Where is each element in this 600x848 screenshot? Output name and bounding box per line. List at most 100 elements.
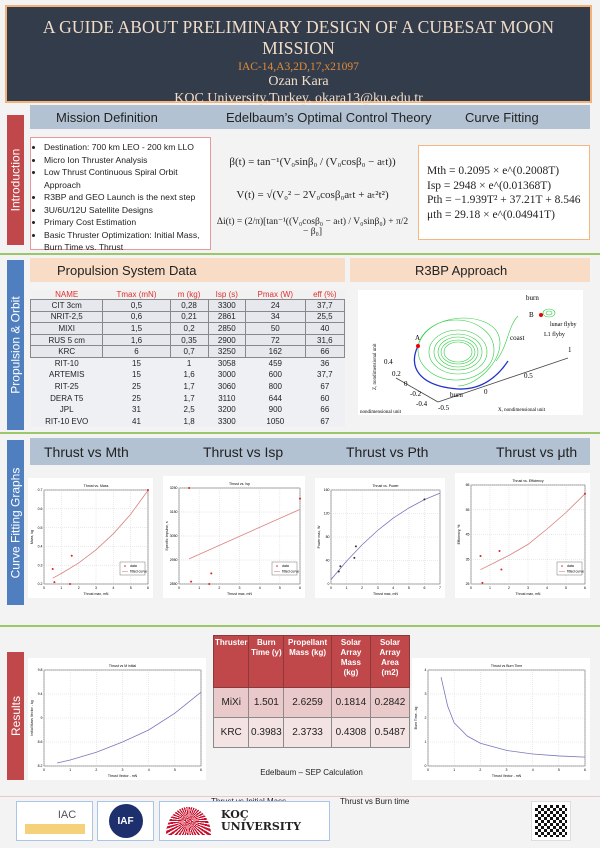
label-l1-flyby: L1 flyby <box>544 331 565 338</box>
y-tick-label: 3150 <box>170 510 178 514</box>
tick: 0.2 <box>392 370 401 378</box>
r3bp-heading: R3BP Approach <box>350 258 590 282</box>
chart-title: Thrust vs. Isp <box>229 482 250 486</box>
right-plot-caption: Thrust vs Burn time <box>340 797 410 806</box>
x-tick-label: 0 <box>427 768 429 772</box>
data-point <box>147 489 149 491</box>
x-tick-label: 4 <box>112 586 114 590</box>
section-label-text: Propulsion & Orbit <box>8 296 23 394</box>
table-cell: 25 <box>102 392 171 404</box>
y-tick-label: 0.6 <box>38 507 43 511</box>
list-item: Destination: 700 km LEO - 200 km LLO <box>44 141 206 154</box>
chart-title: Thrust vs. Efficiency <box>512 479 544 483</box>
x-tick-label: 1 <box>60 586 62 590</box>
x-tick-label: 2 <box>361 586 363 590</box>
data-point <box>337 570 340 573</box>
table-cell: ARTEMIS <box>30 369 103 381</box>
chart-title: Thrust vs M initial <box>109 664 136 668</box>
y-tick-label: 40 <box>326 559 330 563</box>
data-point <box>188 487 191 489</box>
y-tick-label: 9.4 <box>38 692 43 696</box>
y-tick-label: 120 <box>324 512 330 516</box>
author: Ozan Kara <box>268 74 329 89</box>
x-tick-label: 0 <box>178 586 180 590</box>
table-cell: 36 <box>305 357 345 370</box>
burn-arc <box>413 345 509 390</box>
legend-label: data <box>130 564 137 568</box>
y-axis-label: Efficiency, % <box>457 525 461 545</box>
iaf-logo-text: IAF <box>108 804 143 838</box>
y-tick-label: 0 <box>328 582 330 586</box>
x-axis-label: Thrust Vector - mN <box>108 774 138 778</box>
table-row: ARTEMIS 15 1,6 3000 600 37,7 <box>30 369 345 381</box>
table-cell: 25 <box>102 380 171 393</box>
x-tick-label: 5 <box>565 586 567 590</box>
y-tick-label: 45 <box>466 533 470 537</box>
x-tick-label: 6 <box>147 586 149 590</box>
column-header: Propellant Mass (kg) <box>283 635 332 688</box>
affiliation: KOC University,Turkey, okara13@ku.edu.tr <box>174 91 423 106</box>
heading-curve-fitting: Curve Fitting <box>465 109 539 125</box>
x-tick-label: 6 <box>584 586 586 590</box>
y-axis-label: Initial Mass Vector - kg <box>30 700 34 735</box>
iac-logo-text: IAC <box>57 808 77 821</box>
table-row: RUS 5 cm 1,6 0,35 2900 72 31,6 <box>29 333 346 347</box>
table-cell: 15 <box>102 357 171 370</box>
data-point <box>51 567 54 570</box>
table-cell: 3300 <box>207 299 246 312</box>
tick: -0.5 <box>438 404 450 412</box>
x-tick-label: 4 <box>532 768 534 772</box>
plot-thrust-vs-power: Thrust vs. Power 0 1 2 3 4 5 6 7 0 40 80 120 160 Thrus… <box>315 478 445 598</box>
y-tick-label: 80 <box>326 535 330 539</box>
iaf-logo: IAF <box>97 801 154 841</box>
x-tick-label: 2 <box>218 586 220 590</box>
table-cell: 2850 <box>207 322 246 335</box>
table-row: MiXi 1.501 2.6259 0.1814 0.2842 <box>212 687 411 718</box>
label-lunar-flyby: lunar flyby <box>550 321 577 328</box>
table-cell: 3300 <box>208 415 246 428</box>
x-tick-label: 0 <box>330 586 332 590</box>
heading-thrust-power: Thrust vs Pth <box>346 443 429 460</box>
table-cell: 31 <box>102 403 171 416</box>
x-tick-label: 5 <box>130 586 132 590</box>
table-cell: RIT-10 EVO <box>30 415 103 428</box>
table-cell: 1,5 <box>102 322 171 335</box>
fitted-curve <box>330 492 441 580</box>
table-cell: KRC <box>29 345 104 358</box>
table-cell: KRC <box>212 717 250 748</box>
table-cell: CIT 3cm <box>29 299 104 312</box>
table-cell: 2,5 <box>170 403 209 416</box>
y-tick-label: 2850 <box>170 582 178 586</box>
axes <box>395 357 569 403</box>
y-tick-label: 65 <box>466 483 470 487</box>
y-tick-label: 8.2 <box>38 764 43 768</box>
tick: 1 <box>568 346 572 354</box>
data-point <box>70 554 73 557</box>
table-cell: 40 <box>304 322 346 335</box>
y-tick-label: 8.6 <box>38 740 43 744</box>
table-cell: 0.4308 <box>330 717 371 748</box>
data-point <box>299 497 301 500</box>
table-cell: 0.2842 <box>369 687 411 718</box>
label-coast: coast <box>510 334 524 342</box>
chart-title: Thrust vs. Power <box>372 484 399 488</box>
section-label-text: Results <box>8 695 23 737</box>
table-cell: 0,7 <box>169 345 209 358</box>
y-tick-label: 1 <box>425 740 427 744</box>
table-cell: 72 <box>244 333 306 347</box>
table-row: RIT-10 EVO 41 1,8 3300 1050 67 <box>30 415 345 428</box>
x-tick-label: 4 <box>148 768 150 772</box>
label-burn-top: burn <box>526 294 539 302</box>
column-header: Solar Array Area (m2) <box>369 635 411 688</box>
table-cell: 1,7 <box>170 380 209 393</box>
column-header: Solar Array Mass (kg) <box>330 635 371 688</box>
table-cell: 41 <box>102 415 171 428</box>
table-cell: 3250 <box>207 345 246 358</box>
fitted-curve <box>188 508 301 560</box>
list-item: Low Thrust Continuous Spiral Orbit Appro… <box>44 166 206 191</box>
y-tick-label: 9.8 <box>38 668 43 672</box>
section-label-text: Introduction <box>8 148 23 212</box>
qr-code-icon <box>531 801 571 841</box>
list-item: Basic Thruster Optimization: Initial Mas… <box>44 229 206 254</box>
table-cell: 3000 <box>208 369 246 381</box>
